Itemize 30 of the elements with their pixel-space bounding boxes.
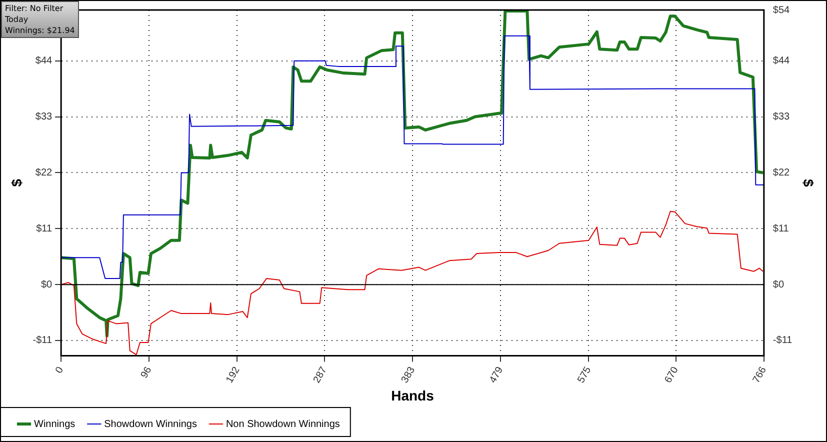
y2-tick-label: $44 [772, 56, 790, 67]
legend-label: Showdown Winnings [104, 418, 197, 430]
x-tick-label: 96 [139, 364, 154, 380]
annotation: Winnings: $21.94 [5, 25, 75, 36]
y-tick-label: $0 [40, 279, 53, 290]
y2-tick-label: $0 [772, 279, 784, 290]
x-tick-label: 766 [751, 364, 770, 386]
y-tick-label: $11 [36, 223, 52, 234]
y2-tick-label: $54 [772, 4, 790, 16]
legend-label: Winnings [34, 418, 76, 430]
annotation: Filter: No Filter [5, 3, 64, 14]
text: Today [5, 14, 30, 25]
y-tick-label: $44 [35, 56, 53, 67]
y2-tick-label: $33 [772, 112, 790, 123]
y-tick-label: $33 [35, 112, 53, 123]
x-tick-label: 479 [488, 364, 506, 386]
y2-tick-label: $11 [772, 223, 790, 234]
x-tick-label: 192 [224, 364, 242, 386]
legend-label: Non Showdown Winnings [226, 418, 340, 430]
y-axis-title: $ [8, 178, 24, 187]
y2-axis-title: $ [800, 178, 817, 187]
y2-tick-label: -$11 [772, 335, 793, 346]
y-tick-label: -$11 [32, 335, 52, 346]
x-axis-title: Hands [391, 387, 434, 404]
y2-tick-label: $22 [772, 167, 790, 178]
y-tick-label: $22 [35, 167, 53, 178]
x-tick-label: 383 [400, 364, 418, 386]
x-tick-label: 670 [662, 364, 682, 386]
x-tick-label: 0 [54, 364, 66, 376]
x-tick-label: 575 [576, 364, 594, 386]
